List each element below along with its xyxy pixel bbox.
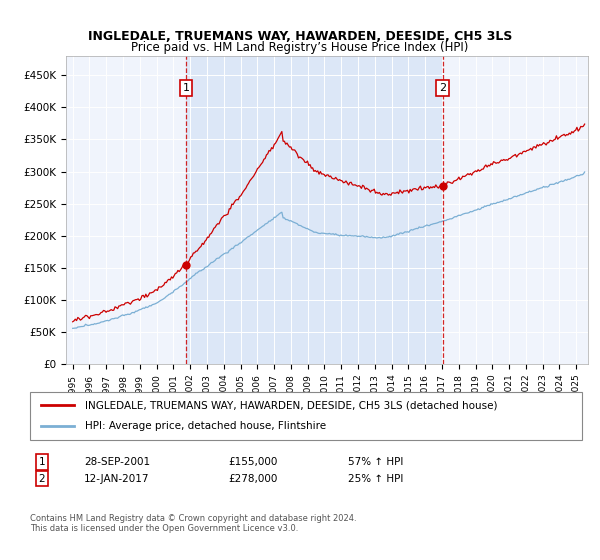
Text: 2: 2 — [38, 474, 46, 484]
Text: INGLEDALE, TRUEMANS WAY, HAWARDEN, DEESIDE, CH5 3LS (detached house): INGLEDALE, TRUEMANS WAY, HAWARDEN, DEESI… — [85, 400, 498, 410]
Text: 25% ↑ HPI: 25% ↑ HPI — [348, 474, 403, 484]
Bar — [186, 56, 443, 364]
Text: 28-SEP-2001: 28-SEP-2001 — [84, 457, 150, 467]
Text: £278,000: £278,000 — [228, 474, 277, 484]
Text: INGLEDALE, TRUEMANS WAY, HAWARDEN, DEESIDE, CH5 3LS: INGLEDALE, TRUEMANS WAY, HAWARDEN, DEESI… — [88, 30, 512, 43]
Text: 1: 1 — [182, 83, 190, 93]
Text: 2: 2 — [439, 83, 446, 93]
Text: Price paid vs. HM Land Registry’s House Price Index (HPI): Price paid vs. HM Land Registry’s House … — [131, 41, 469, 54]
Text: 1: 1 — [38, 457, 46, 467]
FancyBboxPatch shape — [30, 392, 582, 440]
Text: Contains HM Land Registry data © Crown copyright and database right 2024.
This d: Contains HM Land Registry data © Crown c… — [30, 514, 356, 533]
Text: 12-JAN-2017: 12-JAN-2017 — [84, 474, 149, 484]
Text: HPI: Average price, detached house, Flintshire: HPI: Average price, detached house, Flin… — [85, 421, 326, 431]
Text: £155,000: £155,000 — [228, 457, 277, 467]
Text: 57% ↑ HPI: 57% ↑ HPI — [348, 457, 403, 467]
